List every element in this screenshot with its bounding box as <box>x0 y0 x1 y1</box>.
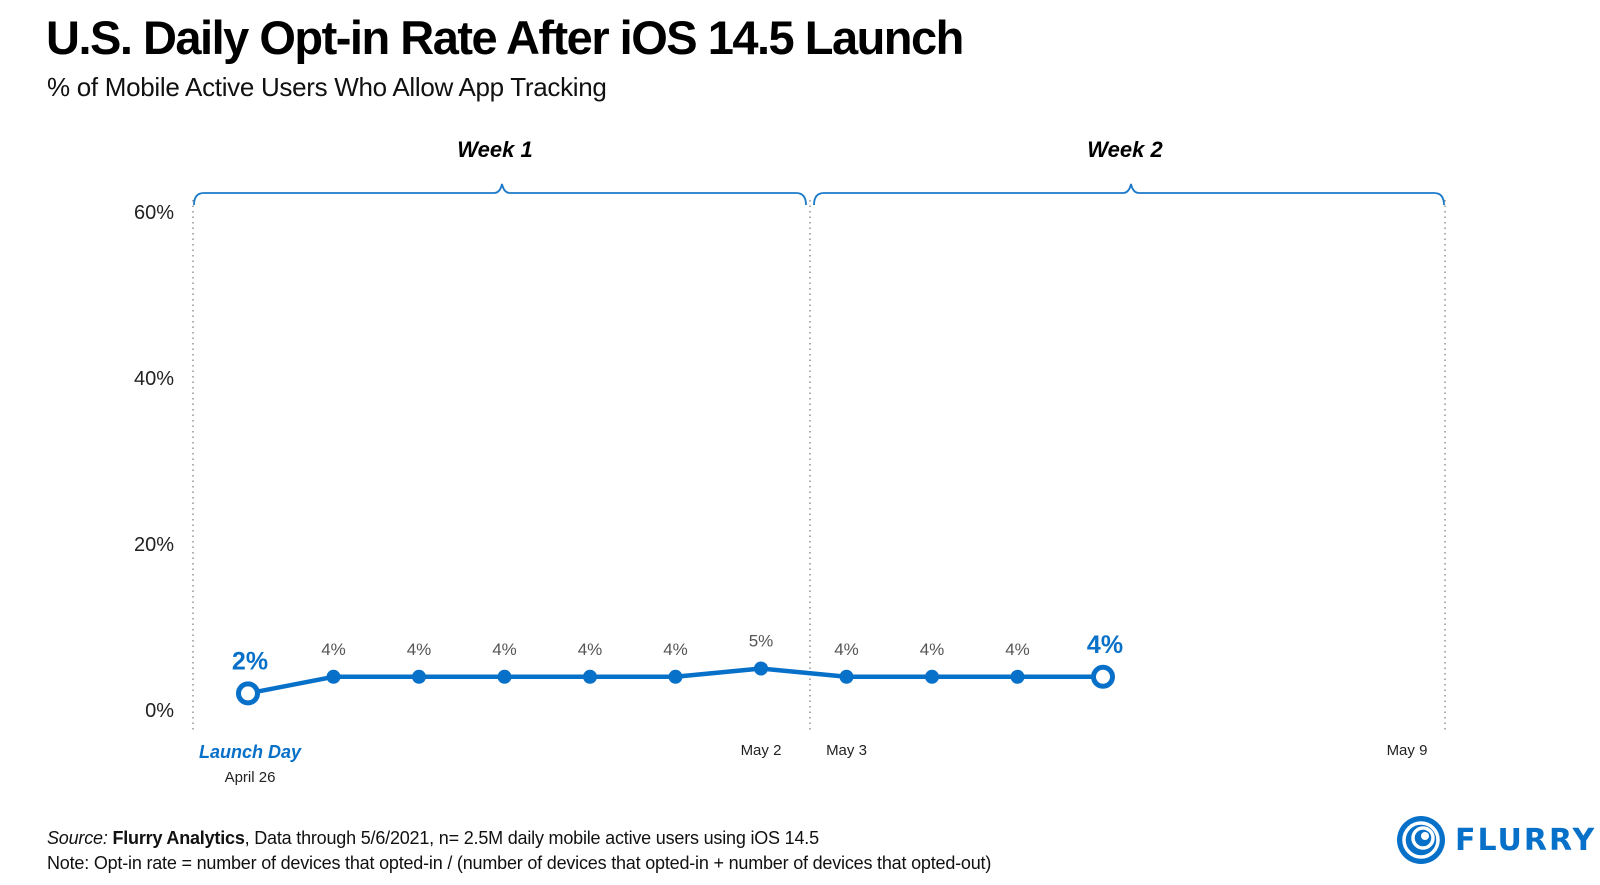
y-tick-label: 20% <box>134 534 174 556</box>
data-point-highlight <box>236 681 260 706</box>
line-chart: Week 1 Week 2 0% 20% 40% 60% 2% 4% 4% 4% 4% 4% 5% 4% 4… <box>134 137 1446 786</box>
flurry-logo: FLURRY <box>1395 815 1596 865</box>
chart-title: U.S. Daily Opt-in Rate After iOS 14.5 La… <box>46 11 964 64</box>
data-point <box>326 669 341 684</box>
note-line: Note: Opt-in rate = number of devices th… <box>47 853 992 873</box>
data-point <box>412 669 426 684</box>
logo-text: FLURRY <box>1455 822 1597 858</box>
launch-date-label: April 26 <box>225 769 276 786</box>
footer: Source: Flurry Analytics, Data through 5… <box>47 826 991 876</box>
data-label: 4% <box>920 640 945 659</box>
data-point-highlight <box>1091 664 1115 689</box>
y-tick-label: 40% <box>134 368 174 390</box>
data-label-highlight: 2% <box>232 647 268 675</box>
data-point <box>839 669 854 684</box>
source-details: , Data through 5/6/2021, n= 2.5M daily m… <box>244 828 819 848</box>
source-line: Source: Flurry Analytics, Data through 5… <box>47 826 991 851</box>
data-label-highlight: 4% <box>1087 631 1123 659</box>
flurry-swirl-icon <box>1397 816 1445 864</box>
week1-label: Week 1 <box>457 137 532 162</box>
source-label: Source: <box>47 828 108 848</box>
y-tick-label: 0% <box>145 700 174 722</box>
data-point <box>583 669 597 684</box>
week2-bracket <box>813 183 1445 206</box>
week1-bracket <box>193 183 807 206</box>
y-tick-label: 60% <box>134 202 174 224</box>
launch-day-label: Launch Day <box>199 742 302 762</box>
data-point <box>497 669 512 684</box>
data-label: 5% <box>749 632 774 651</box>
data-label: 4% <box>663 640 688 659</box>
data-point <box>668 669 683 684</box>
x-tick-label: May 9 <box>1387 742 1428 759</box>
source-name: Flurry Analytics <box>112 828 245 848</box>
data-label: 4% <box>407 640 432 659</box>
data-point <box>754 661 768 676</box>
data-point <box>925 669 939 684</box>
data-label: 4% <box>321 640 346 659</box>
data-point <box>1010 669 1025 684</box>
data-label: 4% <box>834 640 859 659</box>
x-tick-label: May 2 <box>741 742 782 759</box>
data-label: 4% <box>578 640 603 659</box>
data-label: 4% <box>492 640 517 659</box>
chart-subtitle: % of Mobile Active Users Who Allow App T… <box>47 72 607 102</box>
x-tick-label: May 3 <box>826 742 867 759</box>
week2-label: Week 2 <box>1087 137 1163 162</box>
data-label: 4% <box>1005 640 1030 659</box>
